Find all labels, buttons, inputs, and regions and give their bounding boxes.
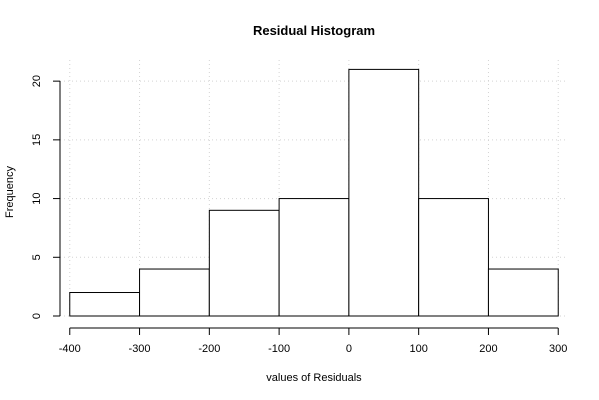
histogram-bar-6 [487, 268, 559, 317]
histogram-bar-0 [69, 292, 141, 317]
x-axis: -400 -300 -200 -100 0 100 200 300 [59, 327, 567, 355]
histogram-bars [69, 68, 559, 317]
x-tick-label-0: -400 [59, 343, 81, 355]
y-tick-label-2: 10 [31, 192, 43, 204]
x-tick-label-4: 0 [346, 343, 352, 355]
y-axis-label: Frequency [4, 166, 16, 218]
x-tick-label-6: 200 [479, 343, 497, 355]
histogram-bar-3 [278, 198, 350, 317]
x-tick-label-7: 300 [549, 343, 567, 355]
x-tick-label-1: -300 [129, 343, 151, 355]
y-axis: 0 5 10 15 20 [31, 75, 61, 319]
y-tick-label-3: 15 [31, 134, 43, 146]
histogram-bar-4 [348, 68, 420, 317]
histogram-bar-1 [139, 268, 210, 317]
chart-title: Residual Histogram [253, 23, 375, 38]
histogram-bar-2 [208, 209, 280, 317]
x-tick-label-2: -200 [198, 343, 220, 355]
x-tick-label-3: -100 [268, 343, 290, 355]
y-tick-label-0: 0 [31, 313, 43, 319]
histogram-bar-5 [418, 198, 489, 317]
x-axis-label: values of Residuals [266, 372, 362, 384]
y-tick-label-4: 20 [31, 75, 43, 87]
y-tick-label-1: 5 [31, 254, 43, 260]
x-tick-label-5: 100 [409, 343, 427, 355]
